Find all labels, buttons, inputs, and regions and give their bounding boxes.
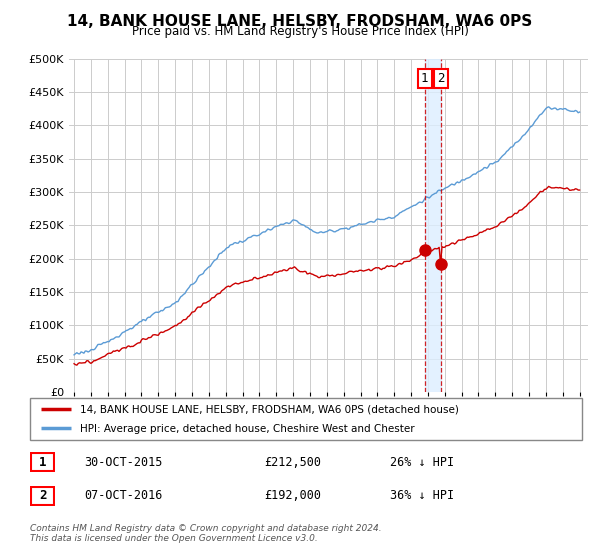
Bar [425,59,441,392]
Text: 1: 1 [421,72,428,85]
Text: Price paid vs. HM Land Registry's House Price Index (HPI): Price paid vs. HM Land Registry's House … [131,25,469,38]
Text: 2: 2 [437,72,445,85]
Text: £212,500: £212,500 [264,455,321,469]
Text: 26% ↓ HPI: 26% ↓ HPI [390,455,454,469]
Text: Contains HM Land Registry data © Crown copyright and database right 2024.
This d: Contains HM Land Registry data © Crown c… [30,524,382,543]
Text: £192,000: £192,000 [264,489,321,502]
Text: 36% ↓ HPI: 36% ↓ HPI [390,489,454,502]
Text: 07-OCT-2016: 07-OCT-2016 [84,489,163,502]
Text: 2: 2 [39,489,46,502]
Text: 14, BANK HOUSE LANE, HELSBY, FRODSHAM, WA6 0PS (detached house): 14, BANK HOUSE LANE, HELSBY, FRODSHAM, W… [80,404,458,414]
Text: 1: 1 [39,455,46,469]
Text: HPI: Average price, detached house, Cheshire West and Chester: HPI: Average price, detached house, Ches… [80,424,415,433]
Text: 14, BANK HOUSE LANE, HELSBY, FRODSHAM, WA6 0PS: 14, BANK HOUSE LANE, HELSBY, FRODSHAM, W… [67,14,533,29]
Text: 30-OCT-2015: 30-OCT-2015 [84,455,163,469]
